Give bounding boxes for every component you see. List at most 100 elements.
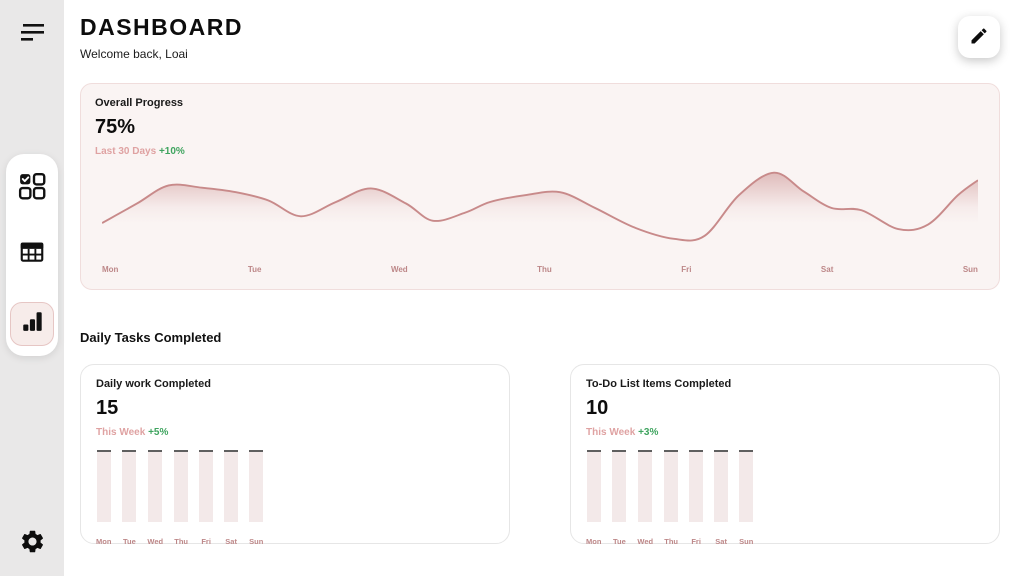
bar-label: Fri: [201, 537, 211, 546]
axis-label: Wed: [390, 265, 408, 274]
bar: [689, 450, 704, 522]
pencil-icon: [969, 26, 989, 49]
axis-label: Fri: [681, 265, 692, 274]
bar-label: Wed: [637, 537, 654, 546]
bar-column: Thu: [664, 448, 679, 546]
bar-label: Thu: [664, 537, 678, 546]
bar: [739, 450, 754, 522]
bar: [664, 450, 679, 522]
bar: [224, 450, 239, 522]
sidebar: [0, 0, 64, 576]
menu-button[interactable]: [18, 22, 46, 45]
card-label: Daily work Completed: [96, 378, 211, 390]
bar: [122, 450, 137, 522]
bar-label: Sun: [249, 537, 264, 546]
bar-label: Sat: [225, 537, 237, 546]
bar: [148, 450, 163, 522]
bar: [586, 450, 601, 522]
hamburger-icon: [18, 22, 46, 45]
sidebar-nav: [6, 153, 58, 356]
card-period: This Week +5%: [96, 427, 494, 438]
bar: [174, 450, 189, 522]
axis-label: Sat: [820, 265, 834, 274]
bar-stack: [689, 448, 704, 522]
checkbox-grid-icon: [17, 171, 47, 206]
todo-items-bar-chart: Mon Tue Wed Thu Fri Sat Sun: [586, 448, 984, 546]
bar-label: Thu: [174, 537, 188, 546]
bar-column: Tue: [122, 448, 137, 546]
axis-label: Mon: [102, 265, 119, 274]
period-text: Last 30 Days: [95, 146, 157, 157]
page-header: DASHBOARD Welcome back, Loai: [80, 14, 1000, 61]
bar: [249, 450, 264, 522]
bar-stack: [122, 448, 137, 522]
bar-column: Thu: [174, 448, 189, 546]
section-title: Daily Tasks Completed: [80, 330, 222, 345]
sidebar-item-table[interactable]: [10, 236, 54, 274]
bar-column: Sun: [739, 448, 753, 546]
card-value: 15: [96, 397, 119, 419]
period-text: This Week: [96, 427, 146, 438]
overall-progress-card: Overall Progress 75% Last 30 Days +10% M…: [80, 83, 1000, 290]
bar-label: Wed: [147, 537, 164, 546]
bar-stack: [612, 448, 627, 522]
axis-label: Thu: [537, 265, 552, 274]
delta-badge: +10%: [158, 146, 185, 157]
bar-column: Sun: [249, 448, 263, 546]
progress-line-chart: [95, 161, 985, 255]
bar-stack: [199, 448, 214, 522]
bar-column: Wed: [637, 448, 653, 546]
main-content: DASHBOARD Welcome back, Loai Overall Pro…: [64, 0, 1024, 576]
bar-column: Mon: [586, 448, 601, 546]
overall-progress-value: 75%: [95, 116, 136, 138]
bar-column: Fri: [689, 448, 704, 546]
card-label: To-Do List Items Completed: [586, 378, 732, 390]
bar-stack: [249, 448, 264, 522]
overall-progress-label: Overall Progress: [95, 97, 184, 109]
bar-label: Mon: [586, 537, 602, 546]
bar-stack: [96, 448, 111, 522]
bar-label: Mon: [96, 537, 112, 546]
bar-label: Fri: [691, 537, 701, 546]
bar-stack: [586, 448, 601, 522]
axis-label: Tue: [247, 265, 262, 274]
bar-stack: [174, 448, 189, 522]
delta-badge: +3%: [638, 427, 659, 438]
bar-stack: [638, 448, 653, 522]
bar-label: Sun: [739, 537, 754, 546]
bar-column: Tue: [612, 448, 627, 546]
bar: [714, 450, 729, 522]
gear-icon: [19, 528, 46, 558]
settings-button[interactable]: [19, 528, 46, 558]
page-subtitle: Welcome back, Loai: [80, 47, 188, 61]
bar-stack: [739, 448, 754, 522]
bar-column: Fri: [199, 448, 214, 546]
sidebar-item-tasks[interactable]: [10, 170, 54, 208]
overall-progress-period: Last 30 Days +10%: [95, 146, 985, 157]
table-icon: [17, 237, 47, 272]
delta-badge: +5%: [148, 427, 169, 438]
edit-button[interactable]: [958, 16, 1000, 58]
bar-column: Sat: [714, 448, 729, 546]
axis-label: Sun: [962, 265, 978, 274]
daily-work-card: Daily work Completed 15 This Week +5% Mo…: [80, 364, 510, 546]
bar-stack: [224, 448, 239, 522]
daily-work-bar-chart: Mon Tue Wed Thu Fri Sat Sun: [96, 448, 494, 546]
x-axis-labels: Mon Tue Wed Thu Fri Sat Sun: [95, 265, 985, 274]
bar: [96, 450, 111, 522]
card-value: 10: [586, 397, 609, 419]
bar-column: Wed: [147, 448, 163, 546]
todo-items-card: To-Do List Items Completed 10 This Week …: [570, 364, 1000, 546]
bar-column: Mon: [96, 448, 111, 546]
card-period: This Week +3%: [586, 427, 984, 438]
bar: [612, 450, 627, 522]
daily-cards-row: Daily work Completed 15 This Week +5% Mo…: [80, 364, 1000, 546]
bar-chart-icon: [18, 307, 46, 340]
period-text: This Week: [586, 427, 636, 438]
bar-stack: [148, 448, 163, 522]
bar-label: Tue: [123, 537, 136, 546]
sidebar-item-analytics[interactable]: [10, 301, 54, 346]
bar: [638, 450, 653, 522]
bar-label: Tue: [613, 537, 626, 546]
bar-stack: [664, 448, 679, 522]
